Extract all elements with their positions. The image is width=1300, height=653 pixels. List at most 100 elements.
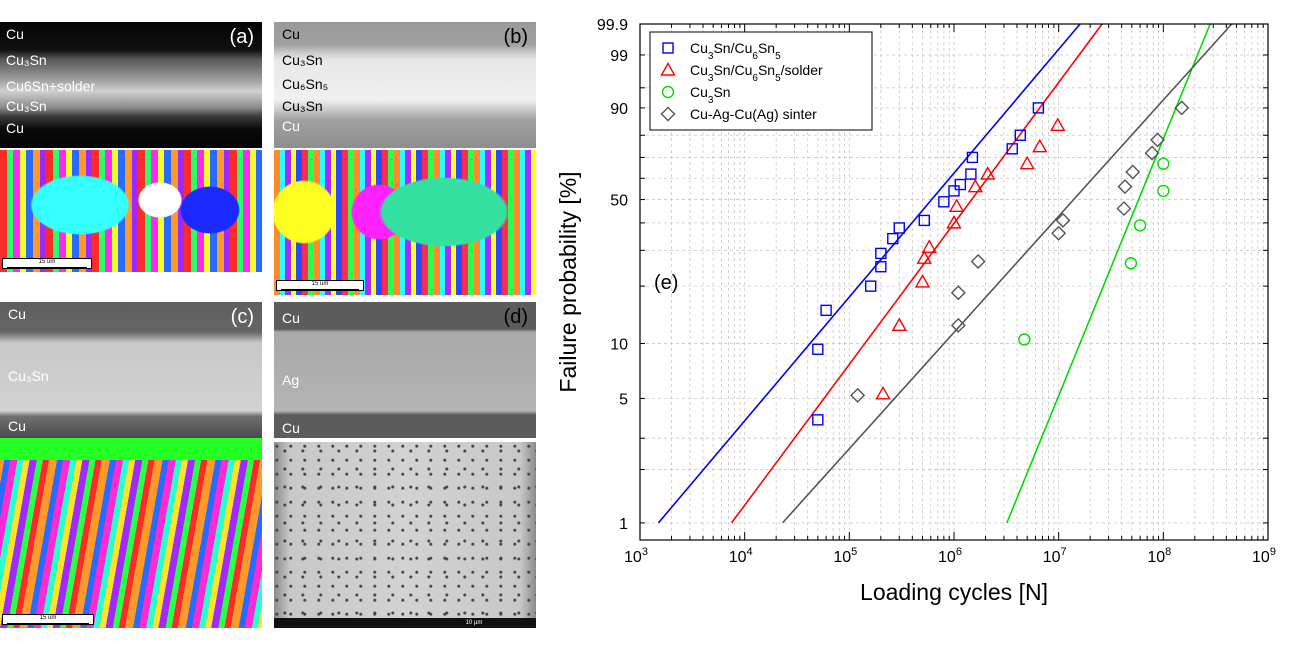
label-a-1: Cu₃Sn — [6, 52, 47, 68]
scalebar-b-label: 15 um — [311, 281, 329, 287]
legend-text: Cu — [690, 84, 708, 100]
x-tick-label: 108 — [1147, 546, 1171, 566]
square-marker — [938, 196, 950, 208]
diamond-marker — [1174, 100, 1190, 116]
triangle-marker — [914, 274, 931, 288]
legend-text: Cu — [690, 40, 708, 56]
legend-text: Cu — [690, 62, 708, 78]
x-tick-label-base: 10 — [938, 549, 956, 566]
sem-image-a — [0, 22, 262, 148]
ebsd-map-a — [0, 150, 262, 272]
label-b-3: Cu₃Sn — [282, 98, 323, 114]
legend-text: Sn/Cu — [713, 40, 752, 56]
legend-subscript: 5 — [775, 51, 781, 62]
triangle-marker — [946, 214, 962, 229]
square-marker — [948, 185, 960, 197]
legend-box — [649, 31, 873, 131]
panel-letter-b: (b) — [503, 26, 528, 48]
y-tick-label: 99.9 — [597, 17, 628, 34]
diamond-marker — [1150, 132, 1166, 148]
triangle-marker — [916, 250, 932, 264]
panel-d: Cu Ag Cu (d) 10 µm — [274, 302, 536, 628]
legend-marker — [660, 106, 676, 122]
legend-text: Sn — [758, 62, 775, 78]
triangle-marker — [967, 178, 984, 193]
panel-letter-e: (e) — [654, 272, 678, 294]
panel-b: Cu Cu₃Sn Cu₆Sn₅ Cu₃Sn Cu (b) 15 um — [274, 22, 536, 295]
x-tick-label: 103 — [624, 546, 648, 566]
legend-label: Cu-Ag-Cu(Ag) sinter — [690, 106, 817, 122]
x-tick-label: 106 — [938, 546, 962, 566]
circle-marker — [1133, 219, 1147, 232]
x-tick-label-base: 10 — [833, 549, 851, 566]
label-b-0: Cu — [282, 26, 300, 42]
sem-image-b — [274, 22, 536, 148]
circle-marker — [1157, 184, 1170, 198]
label-a-0: Cu — [6, 26, 24, 42]
scalebar-b: 15 um — [276, 280, 364, 291]
square-marker — [812, 343, 824, 355]
fit-line — [730, 23, 1103, 524]
y-tick-label: 10 — [610, 336, 628, 353]
sem-image-c — [0, 302, 262, 438]
x-tick-label: 109 — [1252, 546, 1276, 566]
diamond-marker — [1055, 212, 1071, 228]
x-tick-label: 104 — [729, 546, 753, 566]
triangle-marker — [1032, 138, 1048, 153]
square-marker — [1006, 143, 1018, 155]
x-tick-label-base: 10 — [729, 549, 747, 566]
diamond-marker — [1117, 179, 1133, 195]
fit-line — [657, 23, 1081, 524]
diamond-marker — [1116, 201, 1132, 217]
scalebar-a: 15 um — [2, 258, 92, 269]
legend-subscript: 6 — [752, 51, 758, 62]
x-tick-label-base: 10 — [1252, 549, 1270, 566]
label-a-2: Cu6Sn+solder — [6, 78, 96, 94]
panel-letter-c: (c) — [230, 306, 254, 328]
diamond-marker — [970, 254, 986, 270]
x-tick-label-exp: 5 — [851, 546, 857, 558]
square-marker — [1014, 129, 1027, 141]
legend: Cu3Sn/Cu6Sn5Cu3Sn/Cu6Sn5/solderCu3SnCu-A… — [649, 31, 873, 131]
diamond-marker — [1051, 225, 1067, 241]
x-tick-label: 107 — [1043, 546, 1067, 566]
legend-subscript: 3 — [708, 95, 714, 106]
triangle-marker — [875, 385, 891, 400]
label-c-0: Cu — [8, 306, 26, 322]
square-marker — [875, 247, 887, 260]
square-marker — [893, 222, 905, 234]
x-tick-label-exp: 9 — [1270, 546, 1276, 558]
triangle-marker — [921, 239, 937, 253]
legend-text: Sn — [758, 40, 775, 56]
x-tick-label-exp: 3 — [642, 546, 648, 558]
x-axis-label: Loading cycles [N] — [860, 579, 1048, 605]
sem-image-d — [274, 302, 536, 438]
triangle-marker — [980, 166, 996, 180]
y-tick-label: 99 — [610, 48, 628, 65]
triangle-marker — [1019, 155, 1035, 170]
scalebar-c: 15 um — [2, 614, 94, 625]
x-tick-label-exp: 6 — [956, 546, 962, 558]
sem-info-bar-d — [274, 618, 536, 628]
square-marker — [966, 151, 979, 164]
legend-text: Sn/Cu — [713, 62, 752, 78]
x-tick-label-exp: 4 — [747, 546, 753, 558]
x-tick-label-exp: 8 — [1165, 546, 1171, 558]
y-tick-label: 50 — [610, 193, 628, 210]
diamond-marker — [950, 317, 966, 333]
x-tick-label-base: 10 — [1147, 549, 1165, 566]
legend-marker — [661, 85, 675, 99]
label-b-1: Cu₃Sn — [282, 52, 323, 68]
label-a-3: Cu₃Sn — [6, 98, 47, 114]
y-axis-label: Failure probability [%] — [555, 171, 581, 392]
x-tick-label: 105 — [833, 546, 857, 566]
y-tick-label: 5 — [619, 391, 628, 408]
data-points — [812, 100, 1190, 426]
y-tick-label: 90 — [610, 101, 628, 118]
legend-label: Cu3Sn/Cu6Sn5/solder — [690, 62, 823, 84]
legend-label: Cu3Sn/Cu6Sn5 — [690, 40, 781, 62]
x-tick-label-base: 10 — [1043, 549, 1061, 566]
square-marker — [887, 232, 899, 245]
sem-crosssection-d — [274, 442, 536, 618]
fit-line — [781, 23, 1233, 524]
